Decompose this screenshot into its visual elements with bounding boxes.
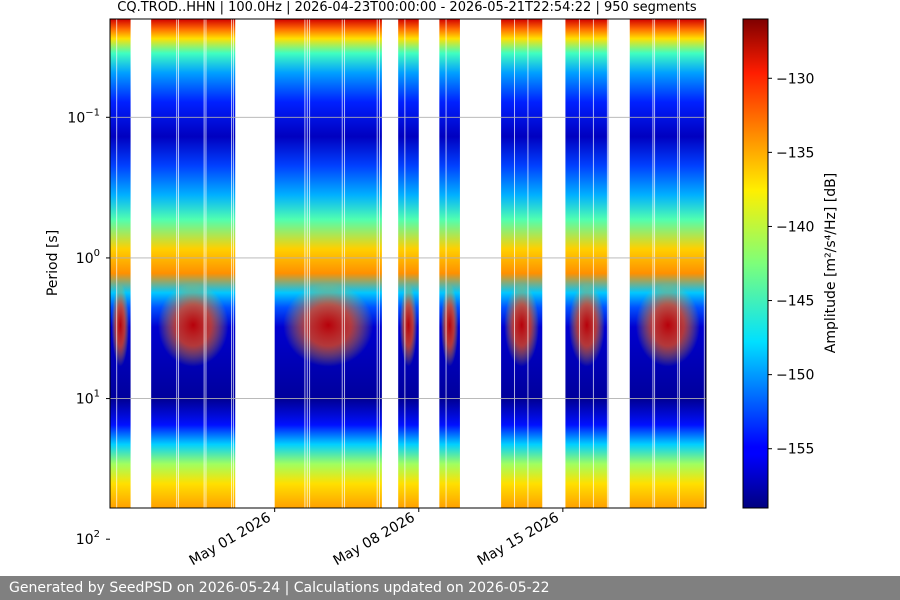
colorbar-label-units: [m²/s⁴/Hz] [dB]	[823, 173, 839, 277]
colorbar-tick-label: −155	[776, 442, 814, 458]
colorbar-label: Amplitude [m²/s⁴/Hz] [dB]	[823, 173, 839, 353]
noise-band-blob	[111, 283, 129, 367]
colorbar	[742, 18, 769, 509]
colorbar-label-text: Amplitude	[823, 281, 839, 353]
noise-band-blob	[440, 283, 459, 367]
colorbar-tick-label: −150	[776, 368, 814, 384]
x-tick-label: May 01 2026	[187, 510, 274, 570]
noise-band-blob	[157, 283, 229, 367]
spectrogram-chart: CQ.TROD..HHN | 100.0Hz | 2026-04-23T00:0…	[45, 0, 839, 570]
y-tick-label: 10−1	[67, 107, 100, 126]
data-segment	[629, 19, 706, 508]
x-tick-label: May 08 2026	[331, 510, 418, 570]
noise-band-blob	[568, 283, 605, 367]
y-tick-label: 100	[76, 248, 100, 267]
y-tick-label: 102	[76, 529, 100, 548]
data-segment	[110, 19, 131, 508]
data-segment	[439, 19, 460, 508]
footer-bar: Generated by SeedPSD on 2026-05-24 | Cal…	[0, 576, 900, 600]
x-tick-label: May 15 2026	[475, 510, 562, 570]
data-segment	[565, 19, 609, 508]
chart-title: CQ.TROD..HHN | 100.0Hz | 2026-04-23T00:0…	[117, 0, 697, 15]
colorbar-tick-label: −135	[776, 145, 814, 161]
y-axis-label: Period [s]	[45, 230, 61, 296]
noise-band-blob	[283, 283, 374, 367]
footer-text: Generated by SeedPSD on 2026-05-24 | Cal…	[9, 580, 550, 596]
noise-band-blob	[399, 283, 418, 367]
plot-frame	[109, 18, 707, 509]
plot-area	[110, 19, 706, 508]
colorbar-tick-label: −130	[776, 71, 814, 87]
noise-band-blob	[504, 283, 539, 367]
data-segment	[501, 19, 543, 508]
colorbar-tick-label: −145	[776, 294, 814, 310]
noise-band-blob	[635, 283, 700, 367]
data-segment	[274, 19, 382, 508]
y-tick-label: 101	[76, 389, 100, 408]
colorbar-tick-label: −140	[776, 219, 814, 235]
data-segment	[151, 19, 236, 508]
data-segment	[398, 19, 419, 508]
